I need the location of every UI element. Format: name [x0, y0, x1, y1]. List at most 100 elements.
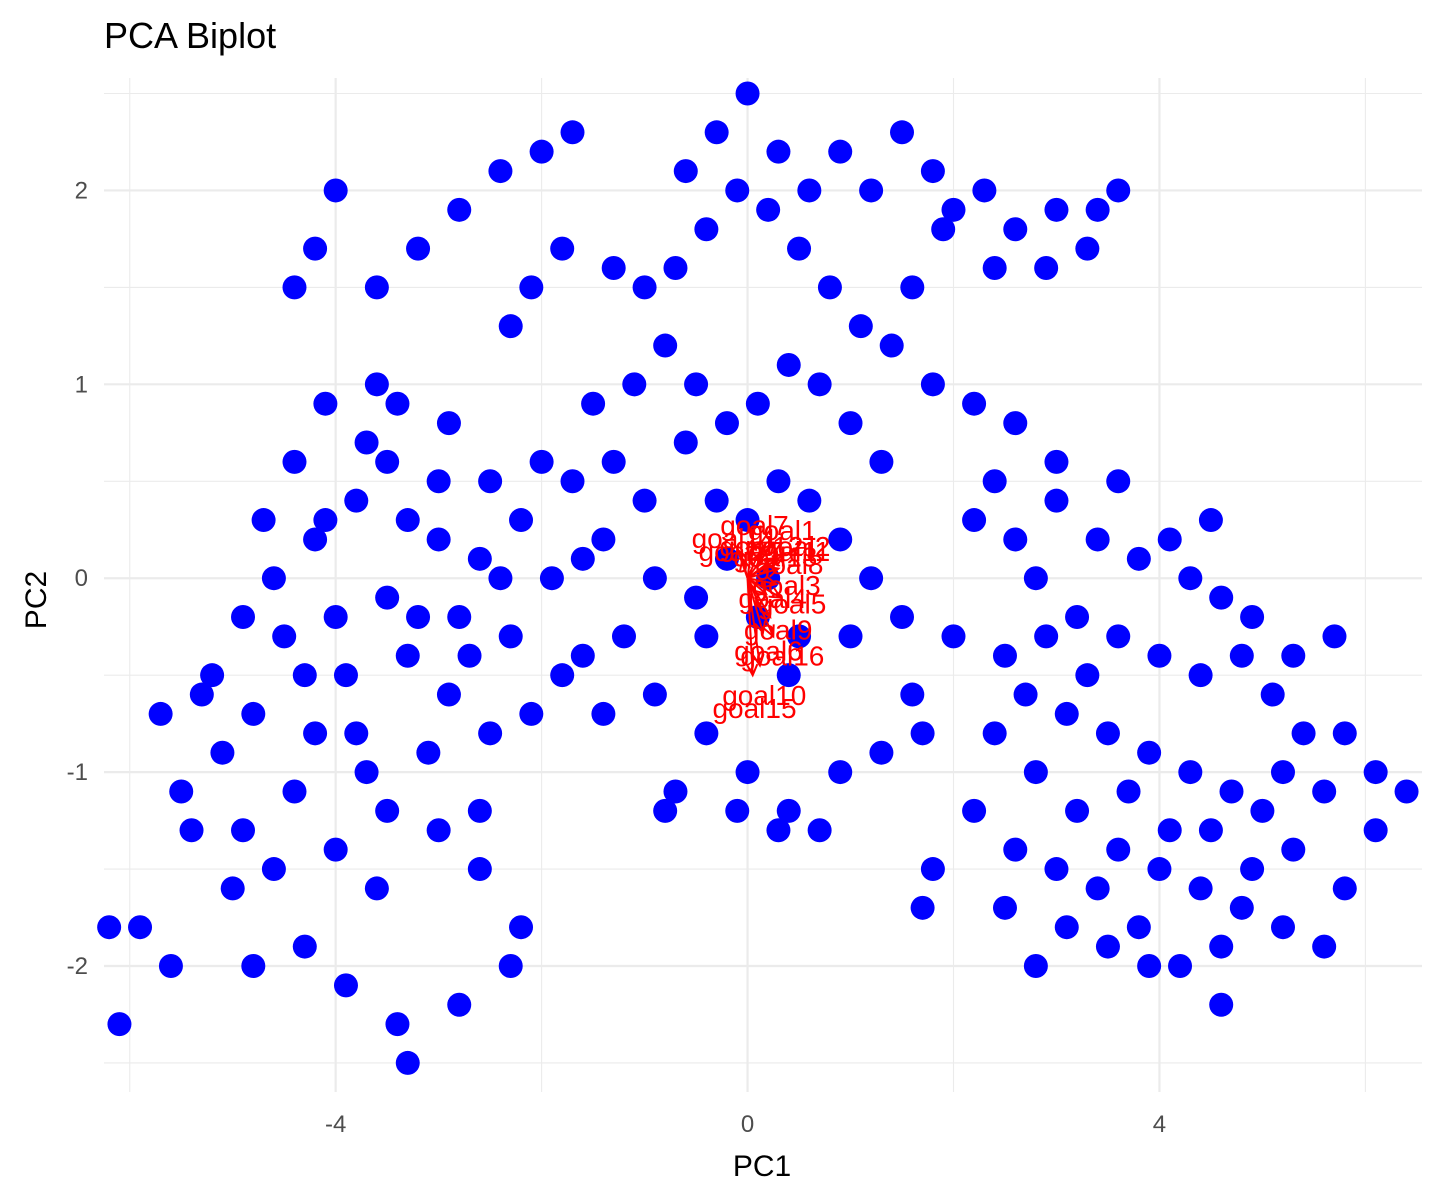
- score-point: [920, 857, 945, 882]
- score-point: [261, 566, 286, 591]
- score-point: [148, 701, 173, 726]
- score-point: [1044, 197, 1069, 222]
- score-point: [395, 643, 420, 668]
- score-point: [467, 857, 492, 882]
- score-point: [890, 120, 915, 145]
- score-point: [653, 333, 678, 358]
- score-point: [1198, 508, 1223, 533]
- score-point: [642, 566, 667, 591]
- score-point: [323, 178, 348, 203]
- score-point: [1075, 236, 1100, 261]
- score-point: [817, 275, 842, 300]
- loading-arrow: [747, 577, 777, 586]
- score-point: [478, 469, 503, 494]
- loading-arrow: [746, 577, 775, 637]
- y-tick-label: 0: [75, 565, 88, 592]
- loading-arrow: [746, 578, 761, 666]
- score-point: [231, 818, 256, 843]
- score-point: [859, 178, 884, 203]
- score-point: [1209, 934, 1234, 959]
- score-point: [344, 488, 369, 513]
- score-point: [1137, 740, 1162, 765]
- score-point: [1054, 915, 1079, 940]
- score-point: [869, 449, 894, 474]
- score-point: [859, 566, 884, 591]
- score-point: [1003, 527, 1028, 552]
- score-point: [1023, 760, 1048, 785]
- score-point: [395, 1050, 420, 1075]
- score-point: [395, 508, 420, 533]
- score-point: [632, 275, 657, 300]
- scores-layer: [97, 81, 1419, 1075]
- score-point: [1044, 488, 1069, 513]
- score-point: [447, 197, 472, 222]
- score-point: [591, 701, 616, 726]
- score-point: [962, 508, 987, 533]
- score-point: [1013, 682, 1038, 707]
- score-point: [797, 488, 822, 513]
- score-point: [313, 391, 338, 416]
- loading-arrowhead: [734, 546, 747, 562]
- score-point: [663, 779, 688, 804]
- score-point: [1106, 469, 1131, 494]
- tick-labels-layer: -4 0 4 -2 -1 0 1 2: [67, 177, 1166, 1138]
- score-point: [426, 527, 451, 552]
- score-point: [323, 604, 348, 629]
- score-point: [344, 721, 369, 746]
- score-point: [1188, 663, 1213, 688]
- x-tick-label: -4: [325, 1111, 346, 1138]
- score-point: [1363, 760, 1388, 785]
- score-point: [581, 391, 606, 416]
- score-point: [941, 197, 966, 222]
- score-point: [622, 372, 647, 397]
- score-point: [828, 139, 853, 164]
- score-point: [272, 624, 297, 649]
- score-point: [1106, 624, 1131, 649]
- score-point: [1260, 682, 1285, 707]
- score-point: [1085, 197, 1110, 222]
- score-point: [354, 760, 379, 785]
- score-point: [1065, 604, 1090, 629]
- score-point: [333, 973, 358, 998]
- loading-arrowhead: [752, 653, 765, 668]
- score-point: [673, 159, 698, 184]
- loading-arrow: [746, 561, 769, 580]
- loading-label: goal7: [720, 510, 789, 541]
- score-point: [982, 256, 1007, 281]
- score-point: [1209, 585, 1234, 610]
- loading-label: goal3: [752, 570, 821, 601]
- score-point: [128, 915, 153, 940]
- score-point: [364, 275, 389, 300]
- score-point: [436, 411, 461, 436]
- score-point: [725, 798, 750, 823]
- score-point: [1332, 721, 1357, 746]
- score-point: [673, 430, 698, 455]
- loading-arrowhead: [766, 557, 781, 570]
- score-point: [787, 624, 812, 649]
- score-point: [776, 798, 801, 823]
- score-point: [1085, 876, 1110, 901]
- score-point: [838, 624, 863, 649]
- score-point: [1157, 527, 1182, 552]
- score-point: [910, 895, 935, 920]
- score-point: [1147, 857, 1172, 882]
- loading-arrow: [746, 577, 764, 633]
- score-point: [282, 275, 307, 300]
- score-point: [406, 236, 431, 261]
- loading-arrow: [746, 542, 775, 579]
- loading-arrowhead: [756, 561, 770, 574]
- score-point: [982, 721, 1007, 746]
- score-point: [292, 934, 317, 959]
- score-point: [735, 760, 760, 785]
- score-point: [900, 682, 925, 707]
- score-point: [570, 546, 595, 571]
- score-point: [570, 643, 595, 668]
- loading-arrowhead: [762, 541, 775, 556]
- score-point: [220, 876, 245, 901]
- score-point: [591, 527, 616, 552]
- loading-arrowhead: [754, 620, 767, 635]
- score-point: [169, 779, 194, 804]
- score-point: [982, 469, 1007, 494]
- score-point: [1106, 837, 1131, 862]
- score-point: [467, 546, 492, 571]
